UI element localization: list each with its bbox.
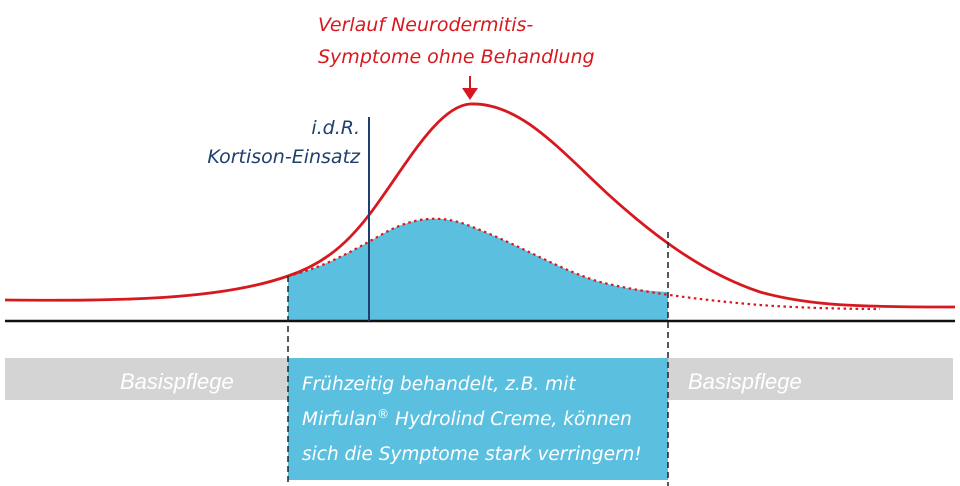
treatment-box [288, 358, 668, 480]
cortisone-label-line1: i.d.R. [311, 117, 360, 139]
registered-mark: ® [377, 407, 389, 421]
basispflege-label-right: Basispflege [688, 369, 802, 394]
cortisone-label-line2: Kortison-Einsatz [207, 146, 361, 168]
treatment-text-line1: Frühzeitig behandelt, z.B. mit [302, 374, 576, 395]
treatment-text-line3: sich die Symptome stark verringern! [302, 444, 642, 465]
peak-arrow-head-icon [462, 88, 478, 100]
treated-area [288, 218, 668, 320]
untreated-course-curve [4, 102, 956, 309]
basispflege-label-left: Basispflege [120, 369, 234, 394]
product-name: Mirfulan [302, 409, 377, 430]
untreated-label-line1: Verlauf Neurodermitis- [318, 14, 533, 36]
treatment-text-line2: Mirfulan® Hydrolind Creme, können [302, 407, 632, 430]
treated-course-curve [287, 217, 881, 311]
product-rest: Hydrolind Creme, können [389, 409, 632, 430]
untreated-label-line2: Symptome ohne Behandlung [318, 46, 595, 68]
